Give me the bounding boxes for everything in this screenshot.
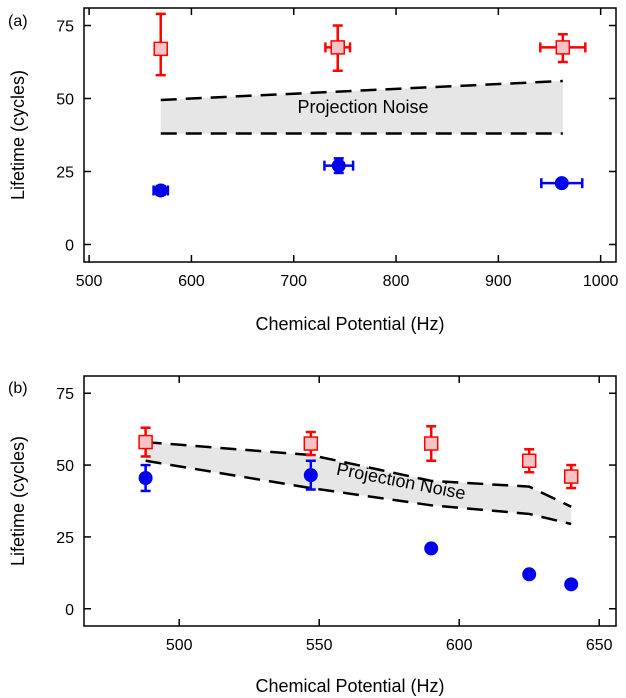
x-tick-label: 900: [485, 273, 512, 290]
circle-marker: [424, 541, 439, 556]
circle-marker: [522, 567, 537, 582]
panel-label: (b): [8, 380, 28, 397]
circle-marker: [153, 183, 168, 198]
x-tick-label: 700: [280, 273, 307, 290]
square-marker: [563, 469, 579, 484]
panel-label: (a): [8, 13, 28, 30]
square-marker: [138, 434, 153, 450]
band-upper-dashed-line: [145, 440, 572, 508]
panel-a: Projection Noise 500 600 700 800 900 1000 0 25 50…: [8, 7, 619, 334]
x-tick-label: 600: [446, 637, 473, 654]
band-upper-dashed-line: [160, 79, 563, 102]
plot-frame: [83, 375, 617, 627]
square-marker: [153, 41, 168, 57]
square-marker: [330, 40, 345, 55]
x-tick-label: 800: [383, 273, 410, 290]
y-tick-label: 50: [56, 92, 74, 109]
series-circles: [138, 459, 579, 592]
projection-noise-band: [160, 80, 563, 134]
y-tick-label: 0: [65, 602, 74, 619]
projection-noise-label: Projection Noise: [297, 97, 428, 117]
x-tick-label: 650: [586, 637, 613, 654]
y-tick-label: 0: [65, 237, 74, 254]
x-tick-label: 550: [306, 637, 333, 654]
y-tick-label: 50: [56, 458, 74, 475]
y-tick-label: 25: [56, 530, 74, 547]
square-marker: [521, 453, 537, 469]
x-tick-label: 500: [76, 273, 103, 290]
square-marker: [423, 436, 439, 451]
x-axis-title: Chemical Potential (Hz): [255, 676, 444, 696]
x-axis-title: Chemical Potential (Hz): [255, 314, 444, 334]
circle-marker: [303, 468, 318, 483]
circle-marker: [554, 176, 569, 191]
y-tick-label: 25: [56, 164, 74, 181]
circle-marker: [331, 158, 346, 173]
square-marker: [555, 40, 571, 55]
band-lower-dashed-line: [145, 459, 572, 526]
projection-noise-band: [145, 442, 572, 524]
series-squares: [153, 12, 587, 77]
plot-frame: [83, 7, 617, 263]
series-squares: [138, 425, 579, 490]
y-tick-label: 75: [56, 386, 74, 403]
x-tick-label: 500: [166, 637, 193, 654]
y-tick-label: 75: [56, 19, 74, 36]
circle-marker: [564, 577, 579, 592]
y-axis-title: Lifetime (cycles): [8, 436, 28, 566]
x-tick-label: 1000: [583, 273, 619, 290]
circle-marker: [138, 471, 153, 486]
y-axis-title: Lifetime (cycles): [8, 70, 28, 200]
square-marker: [303, 436, 319, 451]
x-tick-label: 600: [178, 273, 205, 290]
series-circles: [152, 157, 584, 198]
